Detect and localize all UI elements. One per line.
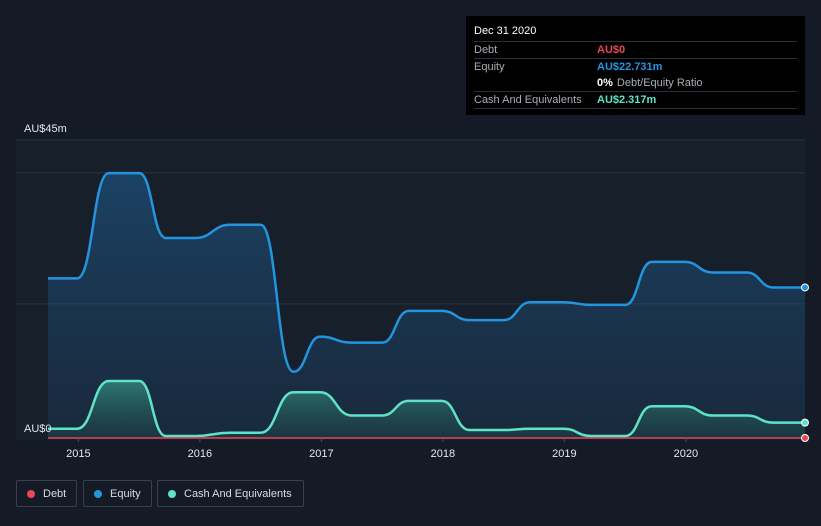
legend-debt-label: Debt (43, 487, 67, 500)
tooltip-row-cash: Cash And Equivalents AU$2.317m (474, 91, 797, 109)
equity-area (48, 173, 805, 438)
legend-equity-label: Equity (110, 487, 141, 500)
equity-endpoint (801, 283, 809, 292)
legend-debt[interactable]: Debt (16, 480, 77, 507)
tooltip-equity-value: AU$22.731m (597, 61, 663, 73)
y-axis-bottom-label: AU$0 (24, 423, 52, 435)
debt-endpoint (801, 434, 809, 442)
series-lines (47, 171, 805, 439)
cash-and-equivalents-endpoint (801, 418, 809, 427)
cash-and-equivalents-line (47, 379, 805, 438)
x-tick-label-2018: 2018 (431, 448, 455, 460)
tooltip-debt-label: Debt (474, 44, 498, 56)
series-endpoints (801, 283, 809, 442)
legend-cash-label: Cash And Equivalents (184, 487, 292, 500)
cash-and-equivalents-area (48, 381, 805, 438)
x-axis-ticks: 2015 2016 2017 2018 2019 2020 (66, 438, 698, 460)
legend-equity[interactable]: Equity (83, 480, 152, 507)
tooltip-row-ratio: 0% Debt/Equity Ratio (474, 75, 797, 91)
tooltip-date: Dec 31 2020 (474, 25, 537, 37)
tooltip-cash-value: AU$2.317m (597, 94, 657, 106)
legend-cash-dot (168, 489, 176, 498)
legend-debt-dot (27, 489, 35, 498)
series-areas (48, 173, 805, 438)
tooltip-row-equity: Equity AU$22.731m (474, 58, 797, 75)
tooltip-debt-value: AU$0 (597, 44, 626, 56)
x-tick-label-2015: 2015 (66, 448, 90, 460)
legend-cash[interactable]: Cash And Equivalents (157, 480, 304, 507)
x-tick-label-2016: 2016 (188, 448, 212, 460)
tooltip-equity-label: Equity (474, 61, 505, 73)
legend-equity-dot (94, 489, 102, 498)
tooltip-cash-label: Cash And Equivalents (474, 94, 582, 106)
x-tick-label-2019: 2019 (552, 448, 576, 460)
tooltip-ratio-label: Debt/Equity Ratio (616, 77, 703, 89)
tooltip-panel: Dec 31 2020 Debt AU$0 Equity AU$22.731m … (466, 16, 805, 115)
y-axis-top-label: AU$45m (24, 123, 67, 135)
tooltip-ratio-value: 0% (597, 77, 613, 89)
equity-line (47, 171, 805, 374)
tooltip-row-debt: Debt AU$0 (474, 41, 797, 58)
x-tick-label-2017: 2017 (309, 448, 333, 460)
x-tick-label-2020: 2020 (674, 448, 698, 460)
